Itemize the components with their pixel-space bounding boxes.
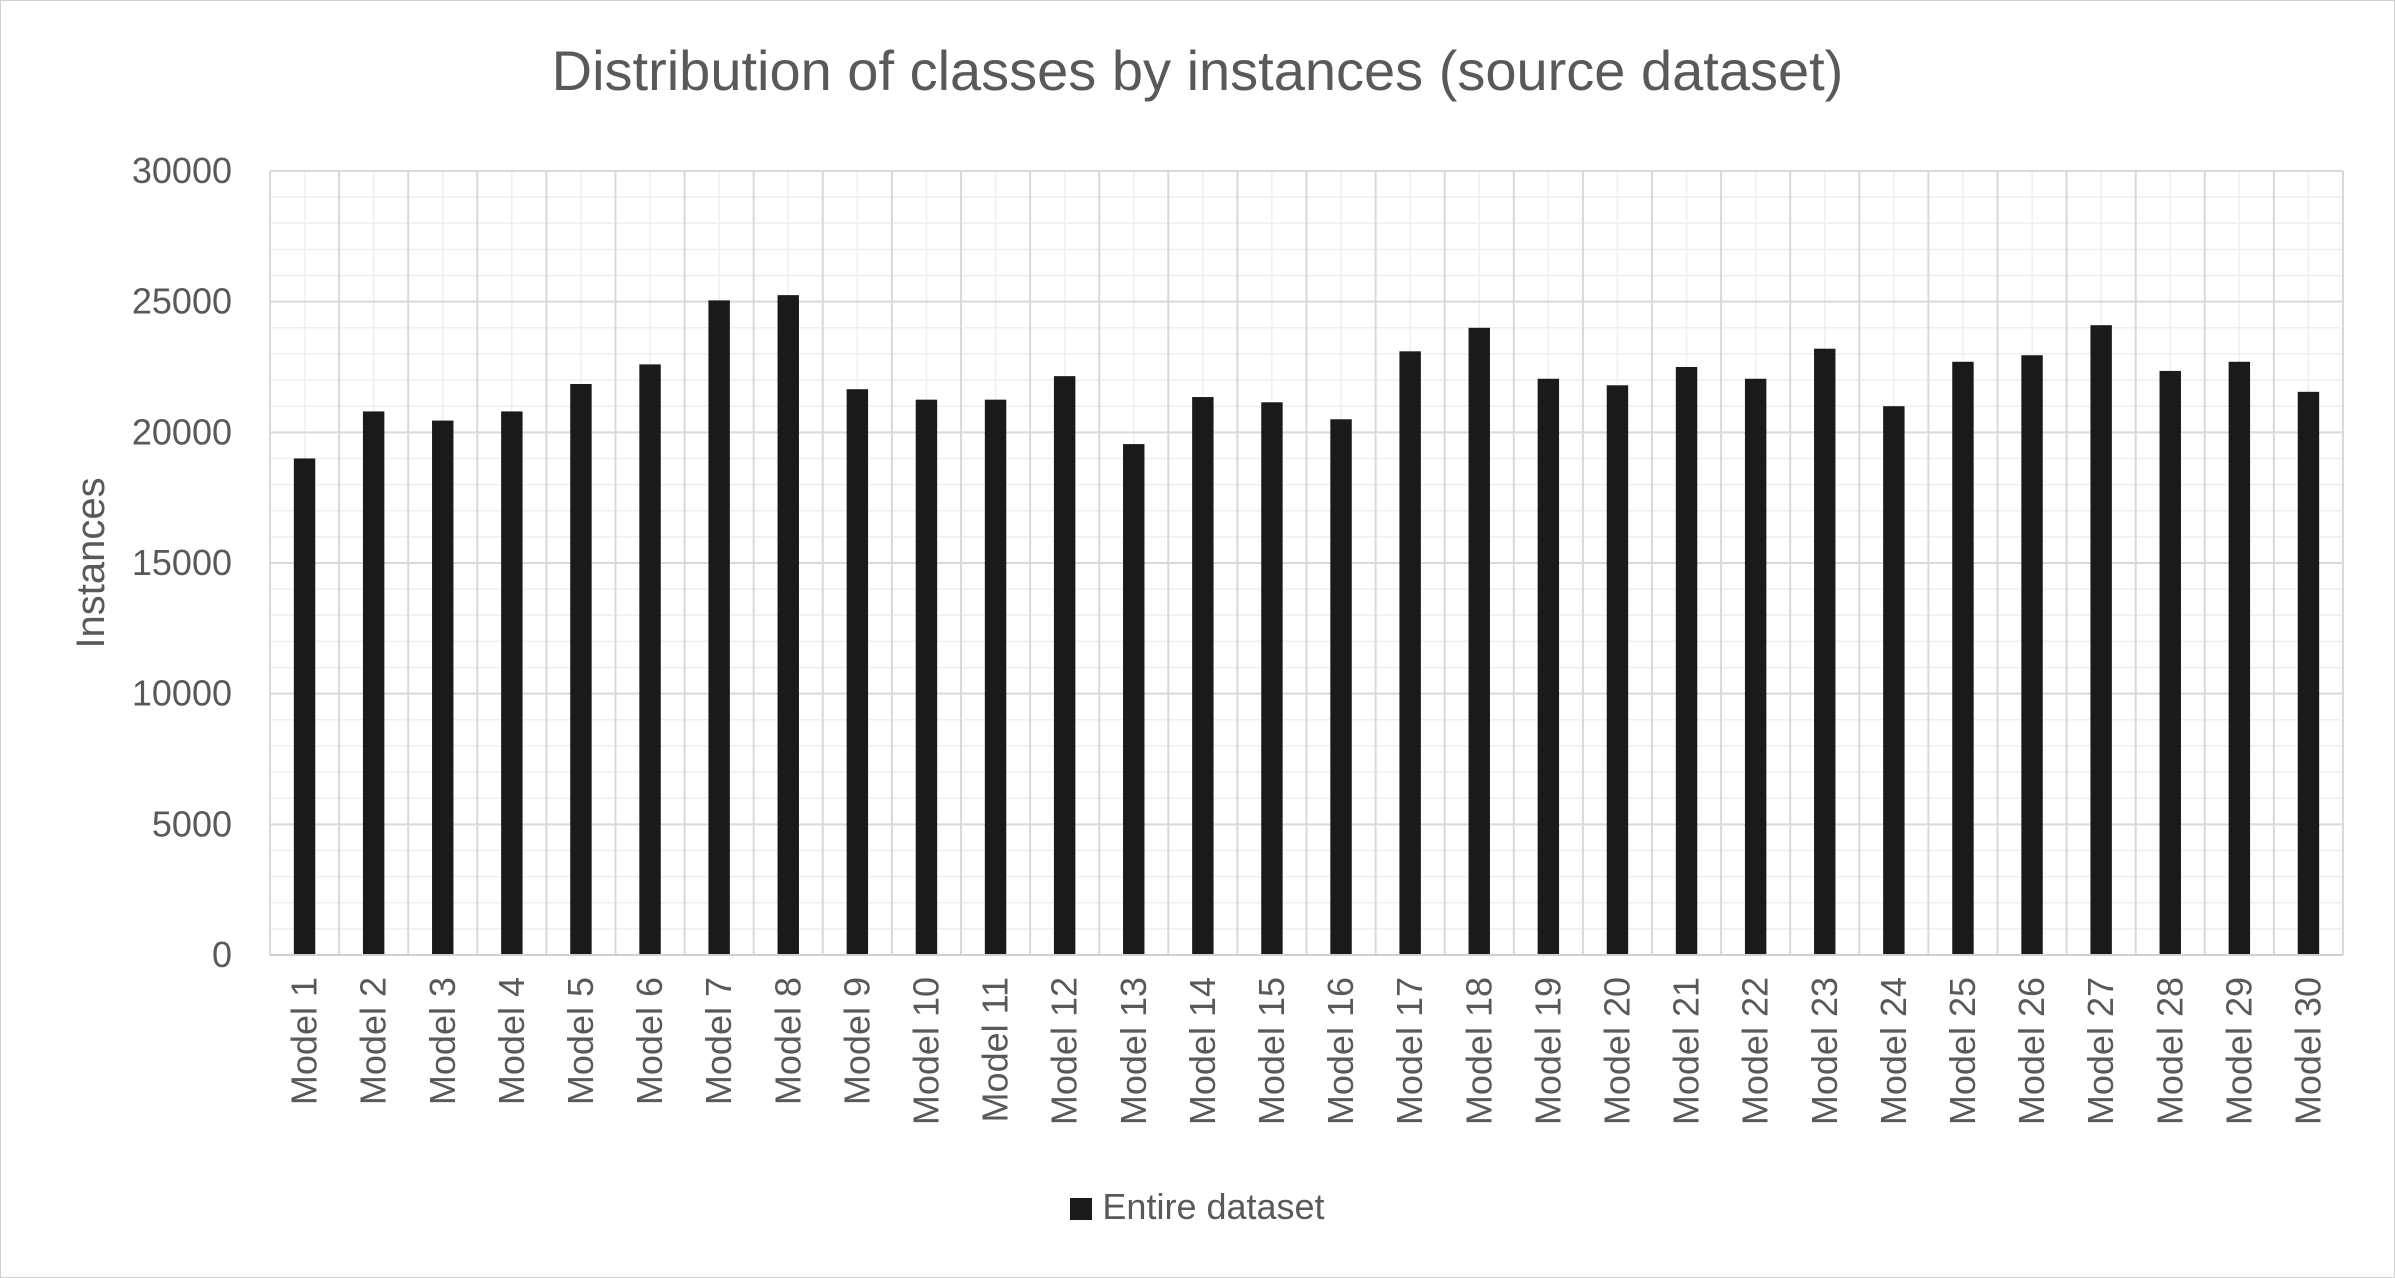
y-tick-label: 25000 [132, 281, 232, 322]
bar [708, 300, 730, 955]
bar [2297, 391, 2320, 955]
x-tick-label: Model 13 [1113, 977, 1154, 1125]
x-tick-label: Model 27 [2080, 977, 2121, 1125]
x-tick-label: Model 24 [1873, 977, 1914, 1125]
x-tick-label: Model 11 [975, 977, 1016, 1122]
x-tick-label: Model 16 [1320, 977, 1361, 1125]
legend-label: Entire dataset [1102, 1186, 1325, 1227]
y-tick-label: 10000 [132, 673, 232, 714]
x-tick-label: Model 18 [1458, 977, 1499, 1125]
x-tick-label: Model 19 [1527, 977, 1568, 1125]
bar [501, 411, 523, 956]
bar [777, 295, 799, 956]
bar [984, 399, 1007, 956]
bar [1744, 378, 1767, 955]
bar [915, 399, 938, 956]
x-tick-label: Model 26 [2011, 977, 2052, 1125]
chart-title: Distribution of classes by instances (so… [551, 39, 1844, 102]
x-tick-label: Model 8 [767, 977, 808, 1105]
bar [432, 420, 454, 955]
x-tick-label: Model 15 [1251, 977, 1292, 1125]
x-tick-label: Model 30 [2287, 977, 2328, 1125]
x-tick-label: Model 3 [422, 977, 463, 1105]
bar [2228, 361, 2251, 956]
y-tick-label: 20000 [132, 411, 232, 452]
x-tick-label: Model 7 [698, 977, 739, 1105]
bar [1468, 327, 1490, 955]
bar [1330, 419, 1352, 955]
bar [1192, 397, 1214, 955]
bar [1053, 376, 1076, 955]
x-tick-label: Model 2 [353, 977, 394, 1105]
y-axis-title: Instances [69, 477, 113, 648]
y-tick-label: 0 [212, 934, 232, 975]
x-tick-label: Model 29 [2218, 977, 2259, 1125]
x-tick-label: Model 6 [629, 977, 670, 1105]
x-tick-label: Model 17 [1389, 977, 1430, 1125]
y-tick-label: 30000 [132, 150, 232, 191]
x-tick-label: Model 1 [284, 977, 325, 1105]
bar [1675, 367, 1698, 955]
x-tick-label: Model 10 [905, 977, 946, 1125]
x-tick-label: Model 28 [2149, 977, 2190, 1125]
bar [1952, 361, 1974, 956]
bar [1606, 385, 1629, 955]
y-tick-label: 15000 [132, 542, 232, 583]
bar [362, 411, 385, 956]
bar [1399, 351, 1421, 955]
x-tick-label: Model 12 [1044, 977, 1085, 1125]
x-tick-label: Model 14 [1182, 977, 1223, 1125]
bar [2021, 355, 2043, 955]
y-tick-label: 5000 [152, 803, 232, 844]
bar [846, 389, 869, 955]
legend: Entire dataset [0, 1186, 2395, 1228]
x-tick-label: Model 22 [1735, 977, 1776, 1125]
x-tick-label: Model 20 [1596, 977, 1637, 1125]
x-tick-label: Model 23 [1804, 977, 1845, 1125]
x-tick-label: Model 21 [1666, 977, 1707, 1125]
bar [1261, 402, 1283, 955]
bar [1883, 406, 1905, 955]
bar [1537, 378, 1560, 955]
x-tick-label: Model 25 [1942, 977, 1983, 1125]
x-tick-label: Model 5 [560, 977, 601, 1105]
bar [2159, 370, 2181, 955]
bar [639, 364, 661, 955]
bar [2090, 325, 2112, 956]
x-tick-label: Model 9 [836, 977, 877, 1105]
bar [1123, 444, 1145, 955]
bar [570, 383, 592, 955]
bar [293, 458, 316, 955]
bar [1814, 348, 1836, 955]
x-tick-label: Model 4 [491, 977, 532, 1105]
legend-swatch [1070, 1198, 1093, 1220]
